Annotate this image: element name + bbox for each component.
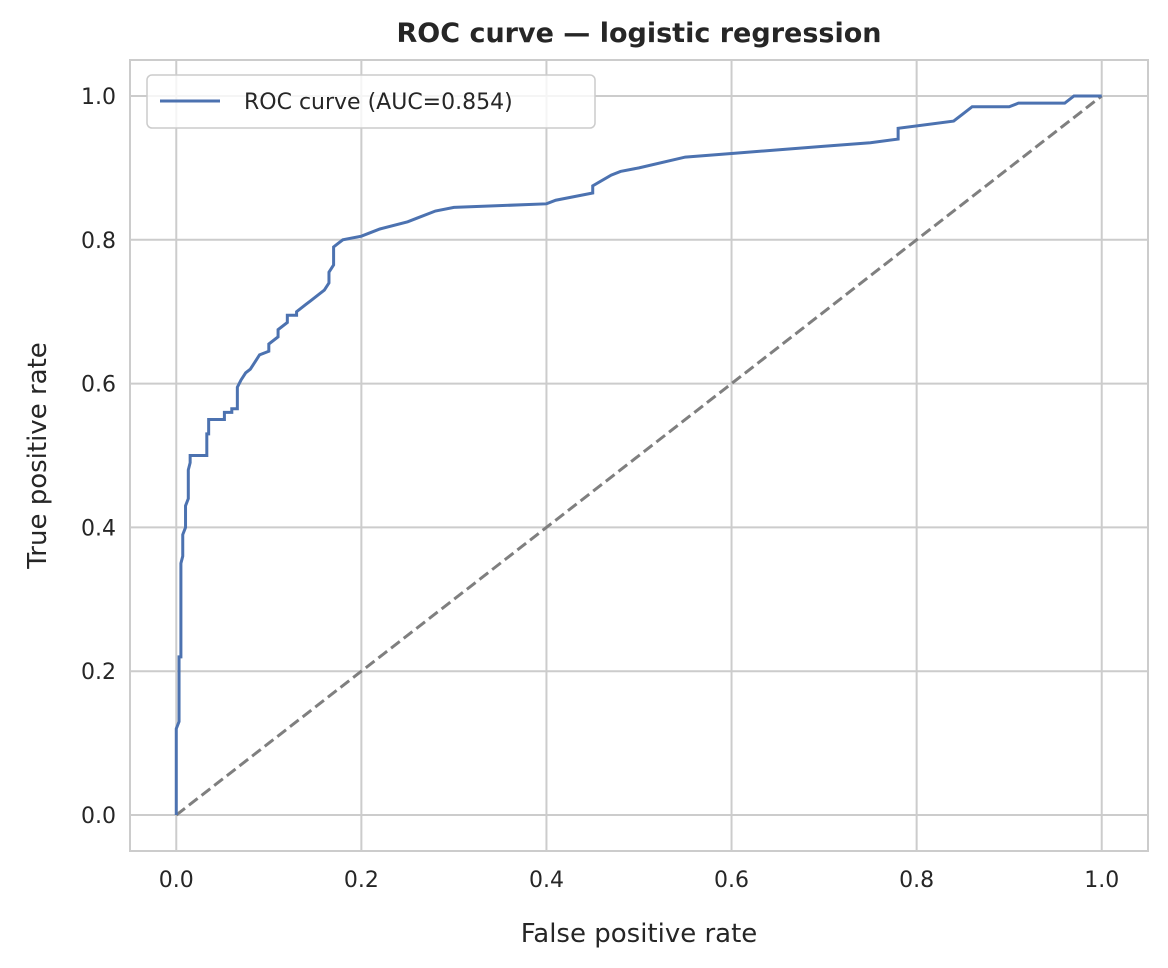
y-tick-label-4: 0.8 <box>81 229 116 254</box>
legend-box <box>146 74 596 129</box>
plot-frame <box>129 59 1149 852</box>
x-tick-label-3: 0.6 <box>714 868 749 893</box>
legend: ROC curve (AUC=0.854) <box>146 74 596 129</box>
x-tick-label-1: 0.2 <box>344 868 379 893</box>
x-axis-label: False positive rate <box>521 919 758 949</box>
x-tick-label-2: 0.4 <box>529 868 564 893</box>
y-tick-label-3: 0.6 <box>81 373 116 398</box>
roc-curve-line <box>174 94 1102 816</box>
y-axis-label: True positive rate <box>23 342 53 570</box>
tick-labels: 0.0 0.2 0.4 0.6 0.8 1.0 0.0 0.2 0.4 0.6 0.8 1.0 <box>81 85 1119 893</box>
x-tick-label-0: 0.0 <box>159 868 194 893</box>
x-tick-label-4: 0.8 <box>899 868 934 893</box>
legend-label-roc: ROC curve (AUC=0.854) <box>244 90 513 115</box>
chart-title: ROC curve — logistic regression <box>397 18 882 49</box>
x-tick-label-5: 1.0 <box>1084 868 1119 893</box>
y-tick-label-2: 0.4 <box>81 516 116 541</box>
y-tick-label-1: 0.2 <box>81 660 116 685</box>
y-tick-label-0: 0.0 <box>81 804 116 829</box>
chance-diagonal-line <box>175 94 1103 817</box>
y-tick-label-5: 1.0 <box>81 85 116 110</box>
series-layer <box>174 94 1103 817</box>
